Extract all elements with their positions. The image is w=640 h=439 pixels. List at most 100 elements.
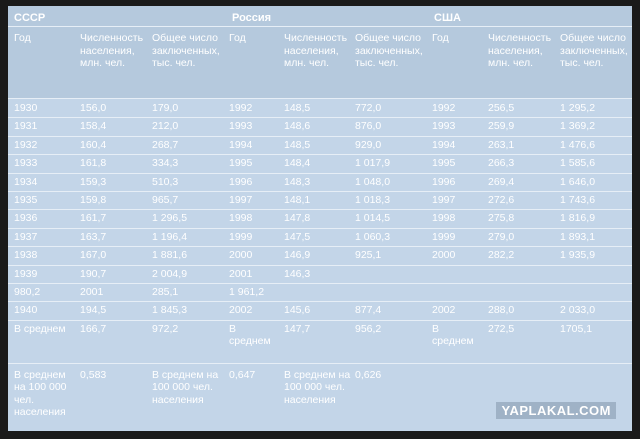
column-header: Общее число: [560, 32, 626, 44]
table-cell: 1 743,6: [560, 194, 596, 206]
table-cell: 876,0: [355, 120, 382, 133]
row-divider: [8, 319, 632, 321]
column-header: заключенных,: [560, 44, 628, 57]
table-cell: 148,6: [284, 120, 311, 133]
table-cell: 1997: [432, 194, 456, 206]
table-cell: 510,3: [152, 175, 179, 188]
per100k-cell: на 100 000: [14, 381, 67, 394]
table-cell: 1996: [432, 175, 456, 188]
avg-cell: среднем: [229, 335, 271, 348]
table-cell: 1 585,6: [560, 157, 596, 170]
table-cell: 1997: [229, 194, 253, 206]
column-header: заключенных,: [355, 44, 423, 57]
table-cell: 282,2: [488, 249, 515, 262]
table-cell: 179,0: [152, 102, 179, 114]
per100k-cell: 100 000 чел.: [284, 381, 345, 394]
table-cell: 1936: [14, 212, 38, 225]
table-cell: 212,0: [152, 120, 179, 133]
group-header-ussr: СССР: [14, 12, 46, 24]
table-frame: СССР Россия США Год Численность населения,…: [8, 6, 632, 431]
table-cell: 1 060,3: [355, 230, 391, 243]
avg-cell: 972,2: [152, 322, 179, 335]
column-header: Год: [229, 32, 246, 44]
column-header: млн. чел.: [80, 57, 125, 69]
row-divider: [8, 135, 632, 137]
table-cell: 190,7: [80, 267, 107, 280]
table-cell: 2 033,0: [560, 304, 596, 317]
table-cell: 163,7: [80, 230, 107, 243]
table-cell: 146,3: [284, 267, 311, 280]
table-cell: 1937: [14, 230, 38, 243]
avg-cell: среднем: [432, 335, 474, 348]
table-cell: 156,0: [80, 102, 107, 114]
table-cell: 285,1: [152, 286, 179, 298]
table-cell: 269,4: [488, 175, 515, 188]
table-cell: 159,8: [80, 194, 107, 206]
avg-cell: 1705,1: [560, 322, 593, 335]
per100k-cell: 0,583: [80, 368, 107, 381]
table-cell: 1999: [432, 230, 456, 243]
column-header: тыс. чел.: [152, 57, 196, 69]
row-divider: [8, 246, 632, 248]
column-header: населения,: [80, 44, 135, 57]
table-cell: 1 296,5: [152, 212, 188, 225]
row-divider: [8, 191, 632, 192]
column-header: Год: [14, 32, 31, 44]
table-cell: 1 017,9: [355, 157, 391, 170]
column-header: млн. чел.: [284, 57, 329, 69]
table-cell: 275,8: [488, 212, 515, 225]
table-cell: 1930: [14, 102, 38, 114]
table-cell: 1 881,6: [152, 249, 188, 262]
row-divider: [8, 362, 632, 364]
table-cell: 2002: [432, 304, 456, 317]
table-cell: 1931: [14, 120, 38, 133]
table-cell: 263,1: [488, 138, 515, 151]
table-cell: 1935: [14, 194, 38, 206]
table-cell: 1 476,6: [560, 138, 596, 151]
table-cell: 1992: [229, 102, 253, 114]
table-cell: 159,3: [80, 175, 107, 188]
table-cell: 266,3: [488, 157, 515, 170]
per100k-cell: 0,626: [355, 368, 382, 381]
table-cell: 2 004,9: [152, 267, 188, 280]
column-header: тыс. чел.: [355, 57, 399, 69]
table-cell: 334,3: [152, 157, 179, 170]
column-header: млн. чел.: [488, 57, 533, 69]
table-cell: 148,4: [284, 157, 311, 170]
table-cell: 1934: [14, 175, 38, 188]
column-header: Численность: [488, 32, 552, 44]
table-cell: 145,6: [284, 304, 311, 317]
avg-cell: В: [432, 322, 440, 335]
table-cell: 1998: [229, 212, 253, 225]
table-cell: 194,5: [80, 304, 107, 317]
table-cell: 158,4: [80, 120, 107, 133]
table-cell: 268,7: [152, 138, 179, 151]
table-cell: 1 369,2: [560, 120, 596, 133]
table-cell: 1 816,9: [560, 212, 596, 225]
table-cell: 1940: [14, 304, 38, 317]
row-divider: [8, 172, 632, 174]
table-cell: 1995: [229, 157, 253, 170]
table-cell: 160,4: [80, 138, 107, 151]
row-divider: [8, 98, 632, 99]
avg-cell: 272,5: [488, 322, 515, 335]
table-cell: 1996: [229, 175, 253, 188]
avg-cell: 166,7: [80, 322, 107, 335]
column-header: населения,: [284, 44, 339, 57]
table-cell: 980,2: [14, 286, 41, 298]
avg-cell: 956,2: [355, 322, 382, 335]
row-divider: [8, 154, 632, 156]
group-header-usa: США: [434, 12, 461, 24]
table-cell: 2000: [432, 249, 456, 262]
row-divider: [8, 301, 632, 303]
table-cell: 1 935,9: [560, 249, 596, 262]
table-cell: 1999: [229, 230, 253, 243]
table-cell: 2002: [229, 304, 253, 317]
table-cell: 1992: [432, 102, 456, 114]
table-cell: 1995: [432, 157, 456, 170]
avg-cell: 147,7: [284, 322, 311, 335]
table-cell: 272,6: [488, 194, 515, 206]
per100k-cell: населения: [152, 393, 204, 406]
watermark-logo: YAPLAKAL.COM: [496, 402, 616, 419]
table-cell: 147,5: [284, 230, 311, 243]
